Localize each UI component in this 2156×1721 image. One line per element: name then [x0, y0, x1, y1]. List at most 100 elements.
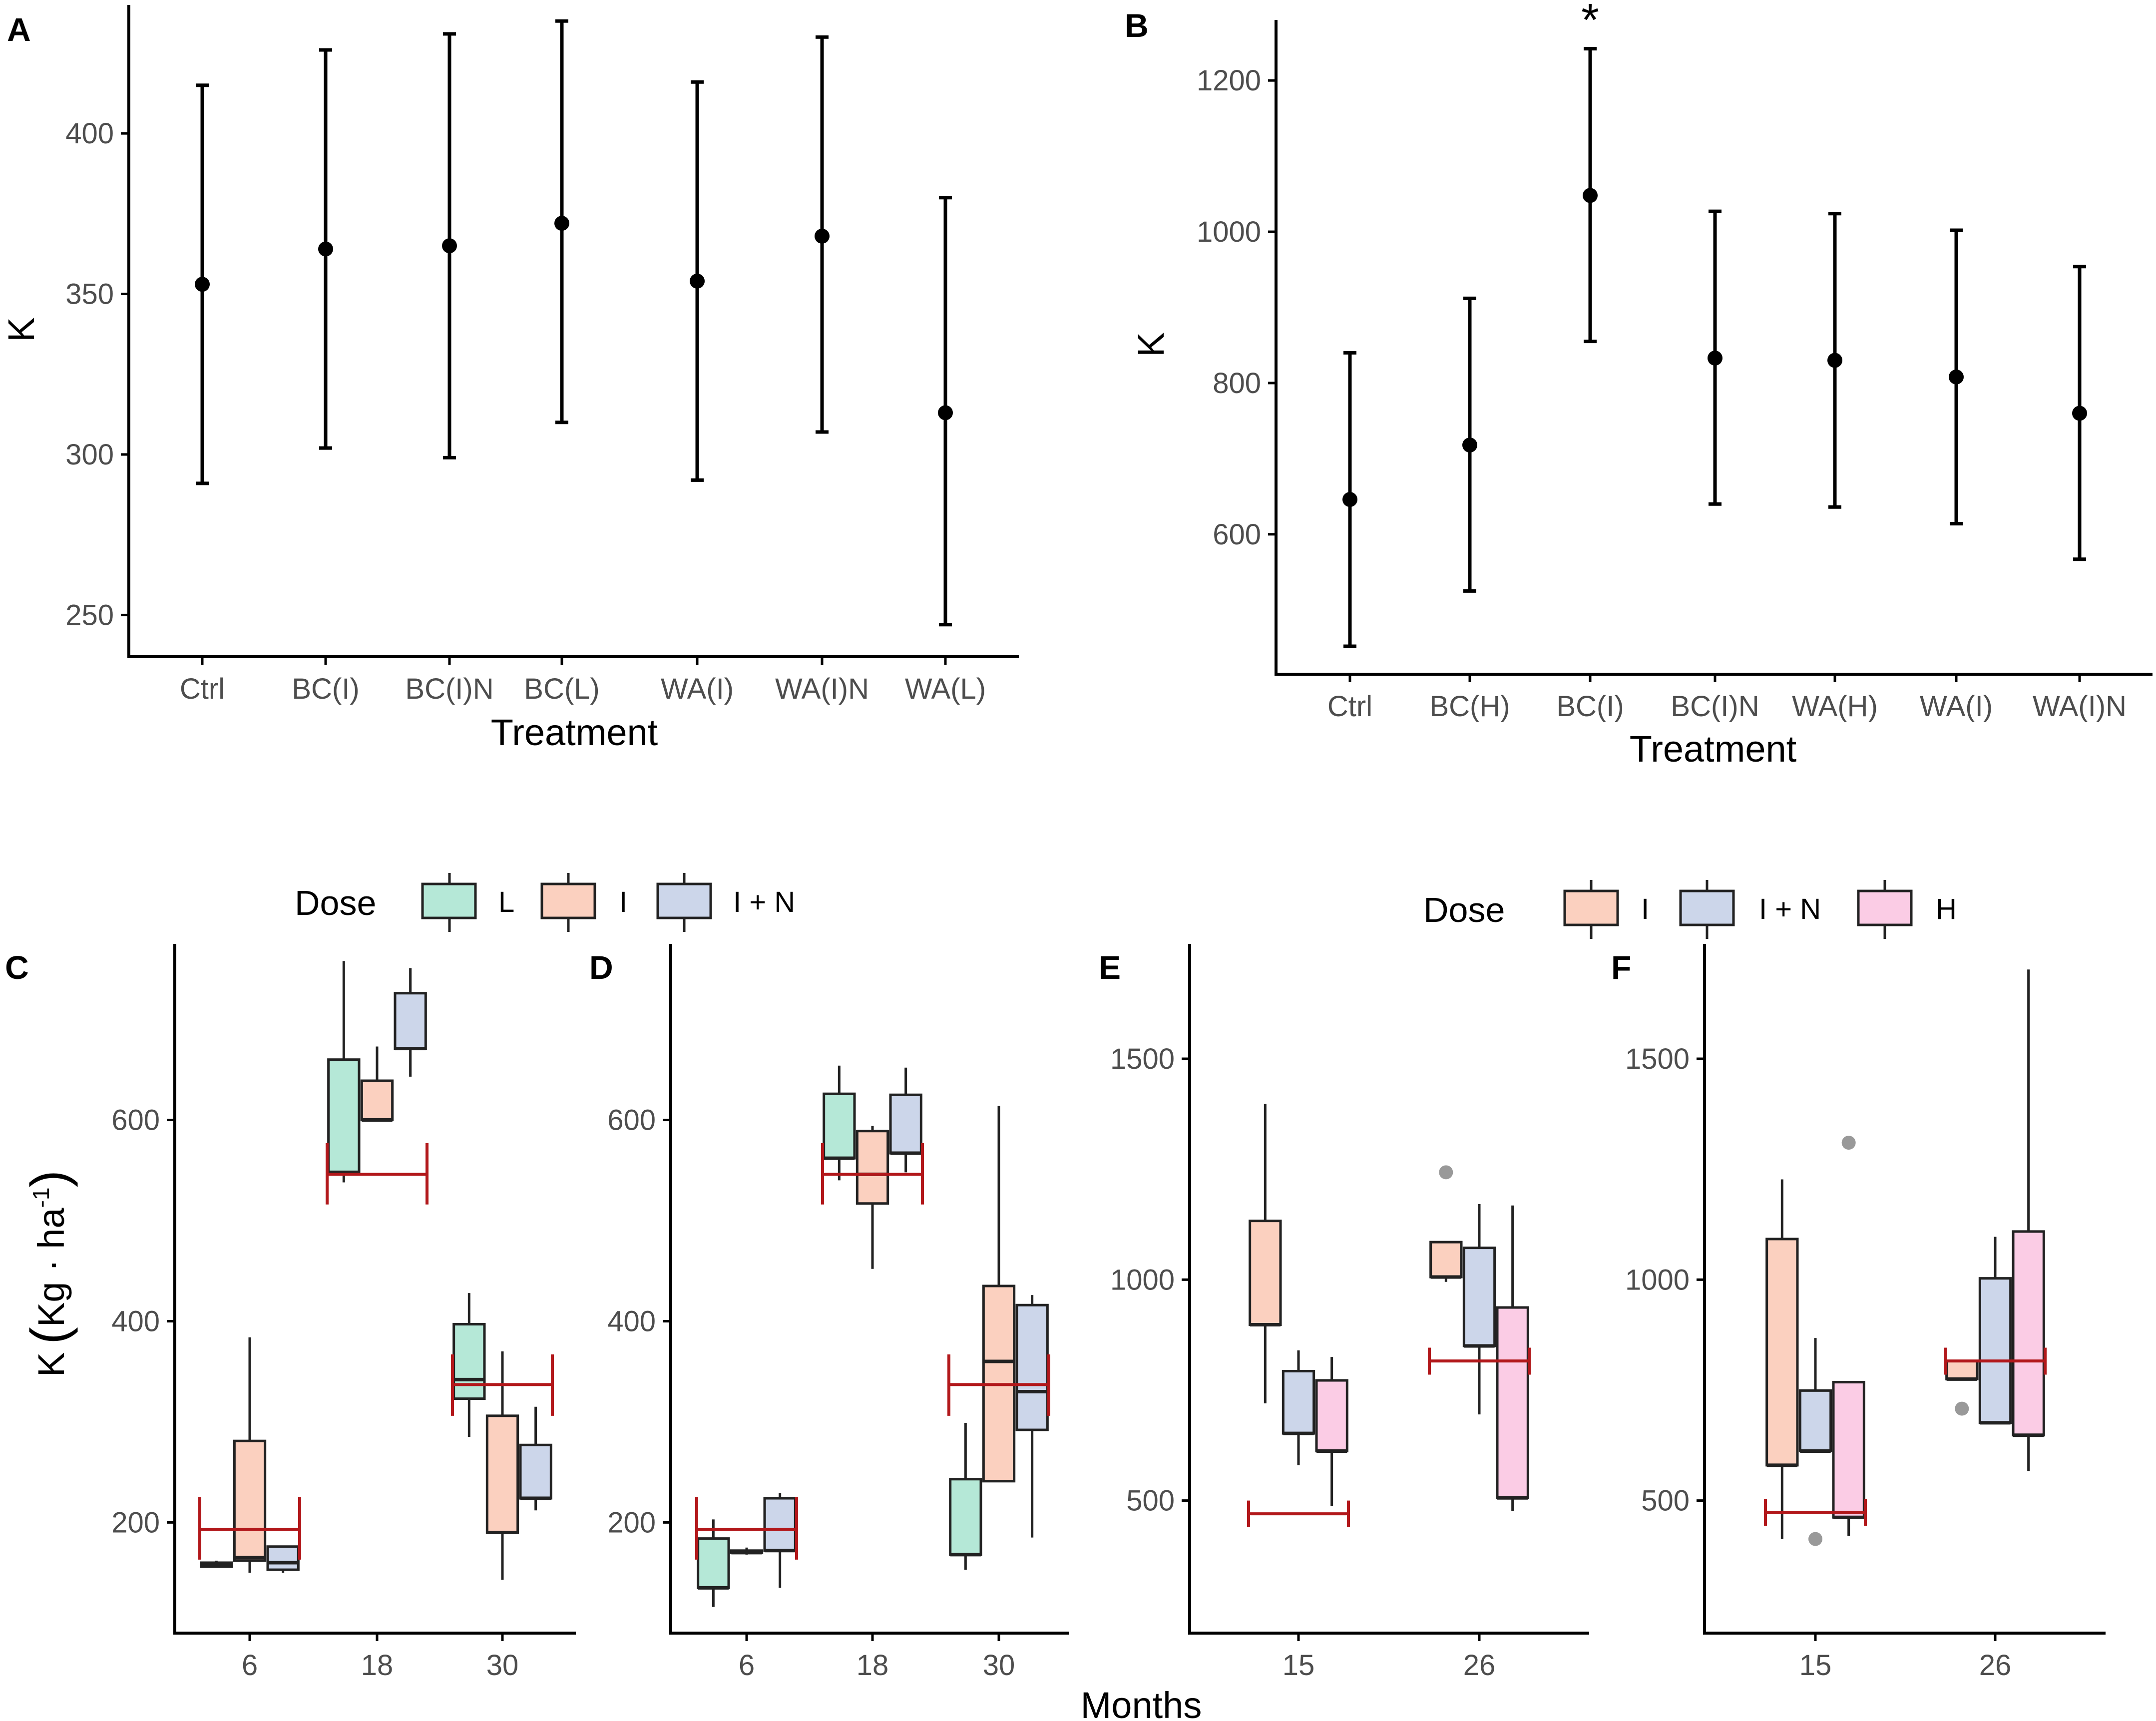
panel-b-x-tick-label: WA(I)N: [2033, 690, 2127, 723]
panel-d-box: [889, 1093, 922, 1155]
panel-b-y-title: K: [1130, 332, 1172, 357]
panel-b-x-tick-label: BC(I): [1556, 690, 1624, 723]
panel-letter-a: A: [7, 11, 31, 48]
panel-f-box: [1765, 1238, 1799, 1467]
panel-c-y-title-unit: Kg · ha: [30, 1208, 72, 1327]
panel-f-x-tick-label: 15: [1799, 1649, 1832, 1682]
panel-a-errorbar-chart: 250 300 350 400 Ctrl BC(I) BC(I)N BC(L) WA(I) WA(…: [65, 5, 1019, 705]
panel-e-x-tick-label: 15: [1283, 1649, 1315, 1682]
panel-letter-d: D: [589, 949, 613, 986]
panel-b-mean-point: [2072, 406, 2087, 421]
panel-b-significance-mark: *: [1581, 0, 1599, 46]
panel-e-y-tick-label: 1000: [1110, 1264, 1175, 1296]
panel-e-axis-lines: [1188, 944, 1589, 1635]
panel-f-outlier-point: [1808, 1532, 1822, 1546]
panel-f-box-chart: 500 1000 1500 15 26: [1625, 944, 2106, 1682]
panel-d-box: [763, 1497, 797, 1552]
panel-a-x-tick-label: WA(I): [661, 673, 734, 705]
panel-b-y-tick-label: 800: [1213, 367, 1261, 400]
panel-b-x-tick-label: WA(I): [1920, 690, 1993, 723]
panel-f-box: [2012, 1230, 2045, 1437]
legend-cd-key-l-swatch: [421, 882, 477, 919]
panel-a-mean-point: [442, 238, 457, 254]
legend-ef-key-i-swatch: [1563, 889, 1619, 926]
panel-e-box: [1282, 1369, 1315, 1435]
panel-f-axis-lines: [1703, 944, 2106, 1635]
legend-ef-label-h: H: [1936, 893, 1957, 925]
panel-c-y-tick-label: 600: [111, 1104, 160, 1137]
panel-e-box: [1496, 1306, 1529, 1499]
legend-cd-key-in-swatch: [656, 882, 712, 919]
panel-c-y-tick-label: 400: [111, 1305, 160, 1337]
legend-ef-key-i: I: [1563, 880, 1649, 939]
legend-cd-label-l: L: [498, 886, 514, 918]
panel-f-y-tick-label: 1500: [1625, 1043, 1690, 1075]
panel-c-y-title-close-paren: ): [20, 1170, 78, 1188]
panel-d-y-tick-label: 600: [607, 1104, 656, 1137]
panel-a-mean-point: [554, 216, 569, 231]
legend-ef: Dose I I + N H: [1423, 880, 1957, 939]
panel-letter-f: F: [1611, 949, 1631, 986]
panel-f-box: [1945, 1359, 1979, 1380]
panel-d-box-chart: 200 400 600 6 18 30: [607, 944, 1069, 1682]
legend-cd: Dose L I I + N: [295, 873, 795, 932]
shared-x-title: Months: [1081, 1685, 1202, 1721]
panel-a-mean-point: [195, 277, 210, 292]
panel-b-mean-point: [1583, 188, 1598, 203]
panel-f-box: [1978, 1277, 2012, 1424]
legend-cd-key-i-swatch: [540, 882, 596, 919]
panel-a-mean-point: [690, 273, 705, 289]
panel-e-box-chart: 500 1000 1500 15 26: [1110, 944, 1589, 1682]
panel-a-y-tick-label: 300: [65, 438, 114, 471]
panel-d-x-tick-label: 18: [857, 1649, 889, 1682]
panel-c-y-title-exponent: -1: [28, 1188, 54, 1208]
panel-a-mean-point: [815, 228, 830, 244]
panel-f-box: [1798, 1389, 1832, 1453]
panel-letter-b: B: [1125, 7, 1149, 44]
panel-f-x-tick-label: 26: [1979, 1649, 2012, 1682]
panel-c-x-tick-label: 6: [242, 1649, 258, 1682]
panel-a-x-tick-label: BC(I): [292, 673, 359, 705]
panel-b-mean-point: [1342, 492, 1357, 507]
panel-e-box: [1462, 1247, 1496, 1347]
panel-c-y-tick-label: 200: [111, 1506, 160, 1539]
panel-b-y-tick-label: 600: [1213, 518, 1261, 551]
panel-c-x-tick-label: 30: [486, 1649, 519, 1682]
legend-cd-label-in: I + N: [733, 886, 795, 918]
legend-ef-title: Dose: [1423, 890, 1505, 929]
panel-b-errorbar-chart: 600 800 1000 1200 Ctrl BC(H) BC(I) BC(I)N WA(H) W…: [1197, 0, 2153, 723]
panel-b-y-tick-label: 1200: [1197, 64, 1261, 97]
panel-e-outlier-point: [1439, 1165, 1453, 1180]
panel-d-box: [823, 1092, 856, 1160]
legend-ef-key-in-swatch: [1679, 889, 1735, 926]
panel-a-mean-point: [318, 241, 333, 257]
panel-d-box: [949, 1478, 982, 1556]
panel-e-y-tick-label: 500: [1126, 1485, 1175, 1517]
panel-e-box: [1249, 1220, 1282, 1326]
panel-a-y-tick-label: 250: [65, 599, 114, 631]
panel-b-x-tick-label: BC(I)N: [1671, 690, 1759, 723]
panel-b-x-tick-label: BC(H): [1429, 690, 1510, 723]
panel-e-box: [1429, 1241, 1463, 1279]
panel-c-x-tick-label: 18: [361, 1649, 394, 1682]
panel-f-y-tick-label: 500: [1641, 1485, 1690, 1517]
legend-ef-label-in: I + N: [1759, 893, 1821, 925]
panel-d-x-tick-label: 30: [983, 1649, 1015, 1682]
legend-ef-key-h-swatch: [1857, 889, 1913, 926]
panel-b-mean-point: [1462, 437, 1477, 453]
panel-c-box-chart: 200 400 600 6 18 30: [111, 944, 576, 1682]
panel-d-axis-lines: [669, 944, 1069, 1635]
legend-ef-key-in: I + N: [1679, 880, 1821, 939]
panel-c-box: [485, 1414, 519, 1534]
panel-letter-c: C: [5, 949, 29, 986]
panel-a-y-tick-label: 400: [65, 117, 114, 150]
legend-cd-key-l: L: [421, 873, 514, 932]
panel-c-box: [394, 992, 427, 1050]
panel-b-mean-point: [1708, 350, 1723, 366]
panel-f-outlier-point: [1955, 1401, 1969, 1416]
panel-a-x-tick-label: Ctrl: [180, 673, 225, 705]
panel-e-box: [1315, 1379, 1348, 1453]
panel-a-x-tick-label: WA(L): [905, 673, 986, 705]
panel-e-y-tick-label: 1500: [1110, 1043, 1175, 1075]
